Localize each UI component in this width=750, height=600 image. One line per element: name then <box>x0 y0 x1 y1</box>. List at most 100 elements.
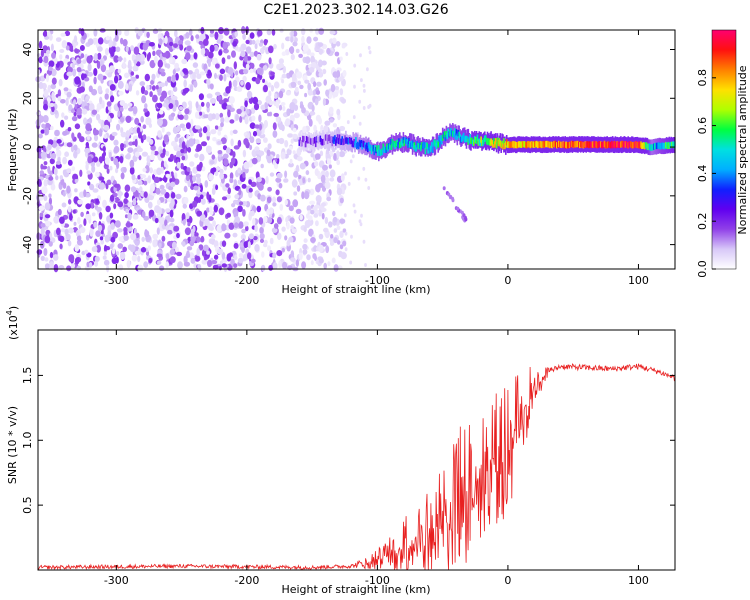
spectrogram-cell <box>268 90 272 98</box>
spectrogram-cell <box>199 33 206 42</box>
spectrogram-cell <box>387 145 389 152</box>
spectrogram-cell <box>251 115 256 122</box>
spectrogram-cell <box>71 115 78 122</box>
spectrogram-cell <box>598 141 600 148</box>
spectrogram-cell <box>364 142 366 149</box>
spectrogram-cell <box>510 141 513 148</box>
spectrogram-cell <box>44 263 50 270</box>
spectrogram-cell <box>324 135 326 142</box>
spectrogram-cell <box>329 177 335 182</box>
spectrogram-cell <box>132 127 139 134</box>
spectrogram-cell <box>314 135 316 152</box>
spectrogram-cell <box>243 138 249 146</box>
spectrogram-cell <box>141 95 147 104</box>
spectrogram-cell <box>211 154 216 160</box>
spectrogram-cell <box>182 88 189 94</box>
spectrogram-cell <box>122 62 126 69</box>
spectrogram-cell <box>279 203 284 211</box>
x-tick-label: -200 <box>234 574 259 587</box>
spectrogram-cell <box>219 172 225 180</box>
spectrogram-cell <box>74 76 81 85</box>
spectrogram-cell <box>435 143 438 150</box>
spectrogram-cell <box>67 159 73 166</box>
spectrogram-cell <box>249 122 256 129</box>
spectrogram-cell <box>81 108 88 115</box>
spectrogram-cell <box>315 90 321 95</box>
spectrogram-cell <box>608 141 610 148</box>
spectrogram-cell <box>454 133 457 140</box>
spectrogram-cell <box>142 167 147 173</box>
spectrogram-cell <box>38 40 43 50</box>
x-tick-label: 0 <box>504 274 511 287</box>
spectrogram-cell <box>143 180 148 186</box>
spectrogram-cell <box>292 133 298 139</box>
spectrogram-cell <box>554 140 556 147</box>
spectrogram-cell <box>339 230 344 238</box>
spectrogram-cell <box>96 161 101 167</box>
spectrogram-cell <box>61 40 68 49</box>
spectrogram-cell <box>85 234 90 241</box>
spectrogram-cell <box>352 115 356 120</box>
spectrogram-cell <box>664 143 666 150</box>
spectrogram-cell <box>584 141 587 148</box>
spectrogram-cell <box>329 118 334 123</box>
spectrogram-cell <box>117 29 122 36</box>
spectrogram-cell <box>99 96 103 105</box>
spectrogram-cell <box>233 179 237 187</box>
spectrogram-cell <box>296 71 303 79</box>
spectrogram-cell <box>145 117 152 126</box>
spectrogram-cell <box>209 210 214 215</box>
spectrogram-cell <box>328 91 333 99</box>
spectrogram-cell <box>80 28 85 37</box>
spectrogram-cell <box>342 70 347 77</box>
spectrogram-cell <box>195 111 200 119</box>
spectrogram-cell <box>94 171 100 178</box>
spectrogram-cell <box>211 167 217 173</box>
snr-y-multiplier-close: ) <box>7 306 20 310</box>
spectrogram-cell <box>400 138 403 145</box>
spectrogram-cell <box>280 151 286 160</box>
spectrogram-cell <box>110 236 116 243</box>
spectrogram-cell <box>482 139 484 147</box>
spectrogram-cell <box>103 134 108 139</box>
spectrogram-cell <box>118 236 125 242</box>
spectrogram-cell <box>653 143 656 150</box>
spectrogram-cell <box>344 135 346 152</box>
spectrogram-cell <box>86 55 93 64</box>
spectrogram-cell <box>156 102 163 109</box>
spectrogram-cell <box>223 27 230 36</box>
spectrogram-cell <box>339 138 342 146</box>
spectrogram-cell <box>447 128 449 135</box>
spectrogram-cell <box>198 165 202 172</box>
spectrogram-cell <box>580 141 583 149</box>
spectrogram-cell <box>252 217 256 226</box>
spectrogram-cell <box>42 115 49 123</box>
spectrogram-cell <box>113 139 119 146</box>
spectrogram-cell <box>130 186 137 193</box>
spectrogram-cell <box>240 50 246 58</box>
spectrogram-cell <box>229 172 234 180</box>
spectrogram-cell <box>315 136 318 143</box>
spectrogram-cell <box>165 173 171 178</box>
spectrogram-cell <box>46 49 51 55</box>
spectrogram-cell <box>319 135 322 142</box>
spectrogram-cell <box>335 137 338 144</box>
spectrogram-cell <box>340 138 343 145</box>
spectrogram-cell <box>344 231 348 236</box>
spectrogram-cell <box>171 95 178 101</box>
spectrogram-cell <box>129 159 135 168</box>
spectrogram-cell <box>153 55 158 64</box>
spectrogram-cell <box>68 104 73 112</box>
spectrogram-cell <box>318 233 324 240</box>
spectrogram-cell <box>401 140 404 147</box>
spectrogram-cell <box>637 142 640 149</box>
spectrogram-cell <box>242 33 246 40</box>
spectrogram-cell <box>217 125 223 132</box>
spectrogram-cell <box>281 247 285 253</box>
spectrogram-cell <box>272 252 277 259</box>
spectrogram-cell <box>140 116 145 123</box>
spectrogram-cell <box>358 139 361 147</box>
spectrogram-cell <box>339 218 346 224</box>
spectrogram-cell <box>499 140 502 147</box>
